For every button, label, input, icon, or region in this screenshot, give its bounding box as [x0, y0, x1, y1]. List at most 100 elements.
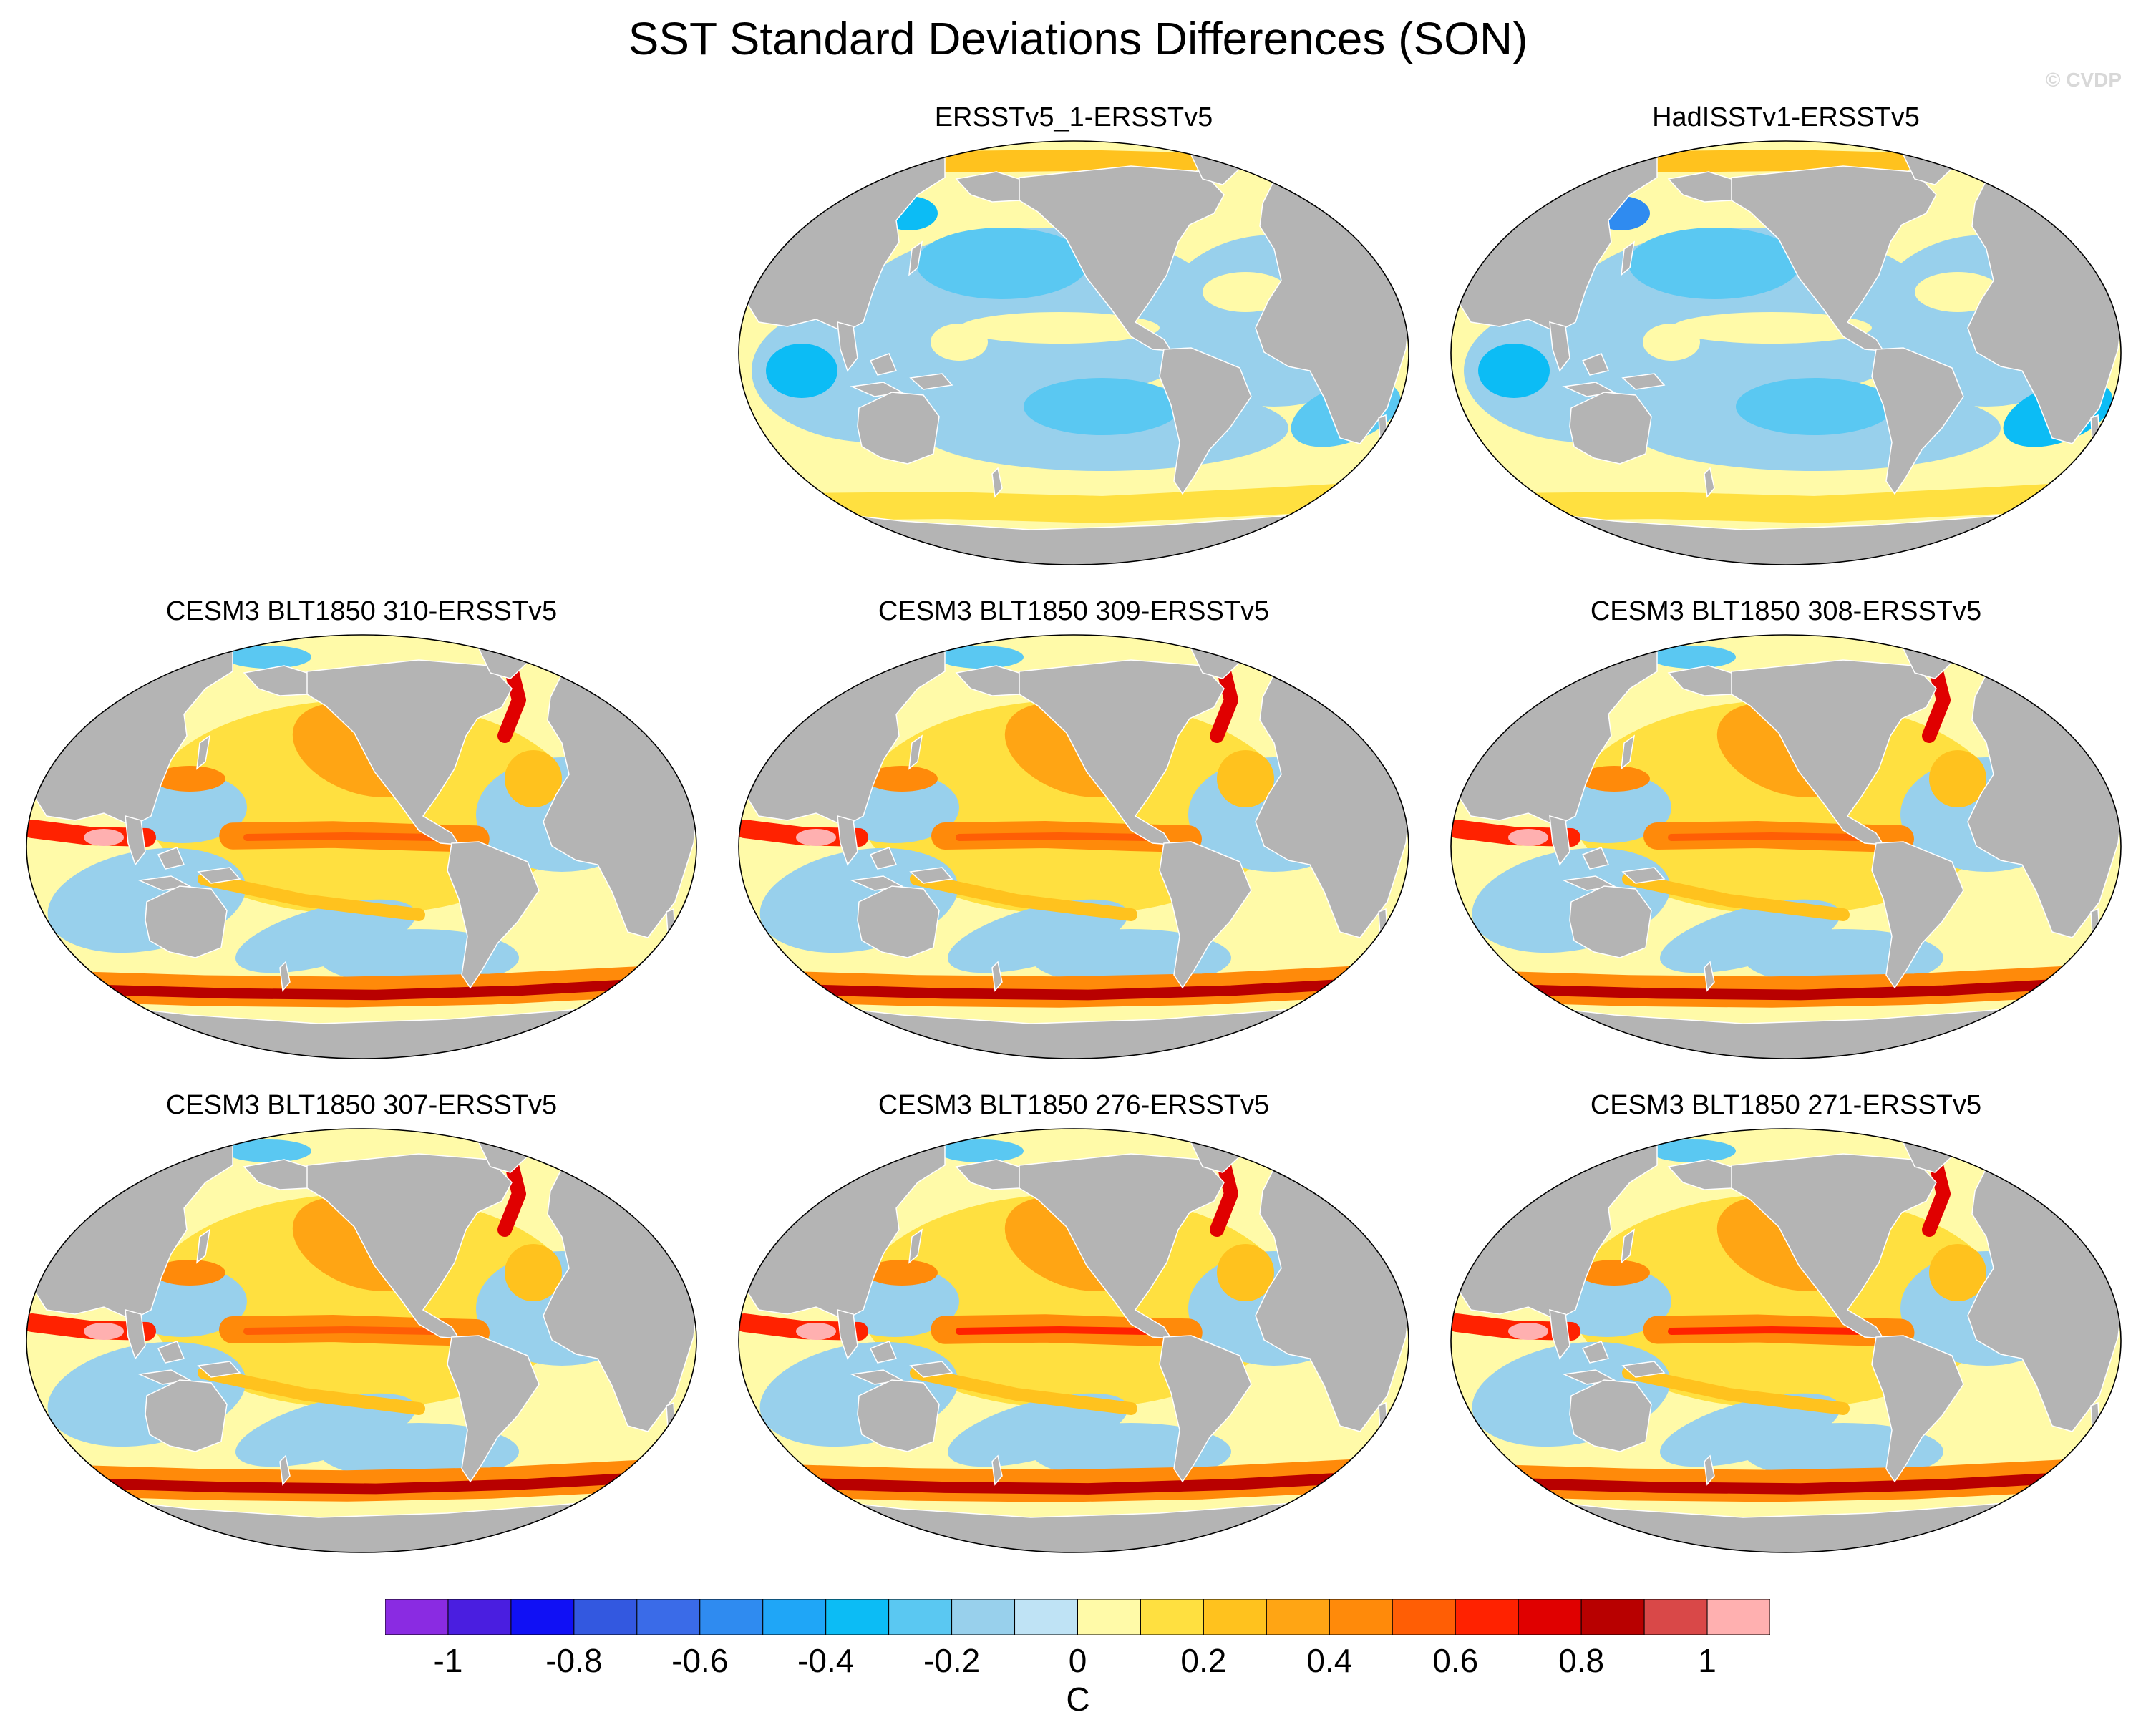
colorbar-swatch	[385, 1599, 449, 1635]
colorbar-swatch	[888, 1599, 953, 1635]
colorbar-swatch	[1392, 1599, 1456, 1635]
land-north-america	[1019, 1153, 1225, 1339]
colorbar-swatch	[636, 1599, 701, 1635]
anomaly-region	[1650, 1139, 1736, 1162]
colorbar-swatch	[1266, 1599, 1330, 1635]
land-indochina	[1549, 321, 1570, 372]
land-new-guinea	[197, 867, 241, 884]
equatorial-core	[956, 832, 1149, 841]
land-new-zealand	[1704, 961, 1715, 992]
colorbar-swatch	[510, 1599, 575, 1635]
gulf-stream-band	[497, 664, 526, 743]
anomaly-region	[1929, 750, 1986, 807]
anomaly-region	[866, 1260, 938, 1286]
anomaly-region	[1671, 312, 1872, 344]
arctic-band	[1646, 150, 1911, 174]
land-north-america	[1731, 165, 1937, 351]
map-panel: ERSSTv5_1-ERSSTv5	[730, 100, 1417, 573]
land-australia	[145, 885, 228, 958]
colorbar-swatch	[1329, 1599, 1393, 1635]
colorbar-tick-label: 1	[1698, 1642, 1716, 1679]
land-south-america	[447, 1335, 540, 1483]
anomaly-region	[931, 324, 988, 361]
land-south-america	[1871, 841, 1964, 989]
land-new-zealand	[279, 961, 291, 992]
map-panel: CESM3 BLT1850 310-ERSSTv5	[18, 594, 705, 1066]
colorbar-tick-label: 0.8	[1558, 1642, 1605, 1679]
map-outline	[738, 1128, 1409, 1553]
equatorial-core	[243, 832, 437, 841]
colorbar-tick-label: -1	[433, 1642, 463, 1679]
panel-title: HadISSTv1-ERSSTv5	[1652, 102, 1920, 132]
land-madagascar	[666, 908, 676, 936]
land-south-america	[1871, 347, 1964, 495]
land-north-america	[1019, 165, 1225, 351]
anomaly-region	[948, 1393, 1128, 1467]
land-new-zealand	[991, 961, 1003, 992]
map-field	[26, 1129, 696, 1552]
anomaly-region	[1929, 1244, 1986, 1301]
colorbar-tick-label: -0.6	[671, 1642, 729, 1679]
map-outline	[26, 1128, 697, 1553]
anomaly-region	[948, 899, 1128, 973]
gulf-stream-band	[1210, 664, 1238, 743]
land-north-america	[306, 1153, 513, 1339]
land-indonesia-2	[869, 847, 898, 870]
land-indonesia-2	[157, 1341, 185, 1364]
anomaly-region	[866, 766, 938, 792]
colorbar-tick-label: -0.2	[923, 1642, 981, 1679]
map-panel: CESM3 BLT1850 271-ERSSTv5	[1442, 1088, 2130, 1560]
land-madagascar	[2090, 1401, 2100, 1430]
map-outline	[1450, 634, 2122, 1059]
anomaly-region	[959, 312, 1160, 344]
land-mask	[1456, 1130, 2121, 1552]
gulf-stream-band	[1922, 1158, 1951, 1237]
map-panel: CESM3 BLT1850 308-ERSSTv5	[1442, 594, 2130, 1066]
land-south-america	[1159, 841, 1252, 989]
map-plot	[26, 1128, 697, 1553]
land-indochina	[837, 321, 858, 372]
colorbar-swatch	[1203, 1599, 1267, 1635]
southern-ocean-band	[1486, 482, 2100, 523]
anomaly-region	[154, 766, 225, 792]
land-indochina	[125, 815, 146, 866]
colorbar-swatch	[951, 1599, 1016, 1635]
colorbar-swatches	[385, 1599, 1770, 1635]
map-panel: CESM3 BLT1850 309-ERSSTv5	[730, 594, 1417, 1066]
colorbar-swatch	[762, 1599, 827, 1635]
colorbar-swatch	[573, 1599, 638, 1635]
panel-title: CESM3 BLT1850 308-ERSSTv5	[1590, 596, 1982, 626]
map-plot	[738, 140, 1409, 565]
land-new-zealand	[1704, 1454, 1715, 1486]
indian-ocean-hotspot	[796, 829, 836, 846]
land-new-zealand	[279, 1454, 291, 1486]
southern-ocean-core	[1494, 1472, 2078, 1495]
anomaly-region	[235, 1393, 416, 1467]
land-japan	[196, 1228, 211, 1264]
watermark: © CVDP	[2045, 69, 2122, 91]
land-new-zealand	[1704, 467, 1715, 498]
colorbar-tick-labels: -1 -0.8 -0.6 -0.4 -0.2 0 0.2 0.4 0.6 0.8 1	[385, 1641, 1770, 1681]
colorbar-tick-label: 0.2	[1180, 1642, 1227, 1679]
map-plot	[1450, 1128, 2122, 1553]
land-south-america	[1871, 1335, 1964, 1483]
land-australia	[857, 885, 940, 958]
anomaly-region	[938, 646, 1024, 669]
anomaly-region	[505, 750, 562, 807]
land-indochina	[125, 1308, 146, 1360]
map-field	[739, 1129, 1409, 1552]
indian-ocean-hotspot	[84, 829, 124, 846]
land-australia	[145, 1379, 228, 1452]
anomaly-region	[1578, 766, 1650, 792]
anomaly-region	[225, 646, 311, 669]
equatorial-core	[1668, 1326, 1861, 1335]
south-pacific-band	[198, 873, 425, 921]
land-japan	[1621, 1228, 1636, 1264]
gulf-stream-band	[1922, 664, 1951, 743]
anomaly-region	[1578, 1260, 1650, 1286]
map-panel: CESM3 BLT1850 276-ERSSTv5	[730, 1088, 1417, 1560]
colorbar-swatch	[825, 1599, 890, 1635]
anomaly-region	[1217, 1244, 1274, 1301]
south-pacific-band	[910, 1366, 1137, 1415]
anomaly-region	[154, 1260, 225, 1286]
